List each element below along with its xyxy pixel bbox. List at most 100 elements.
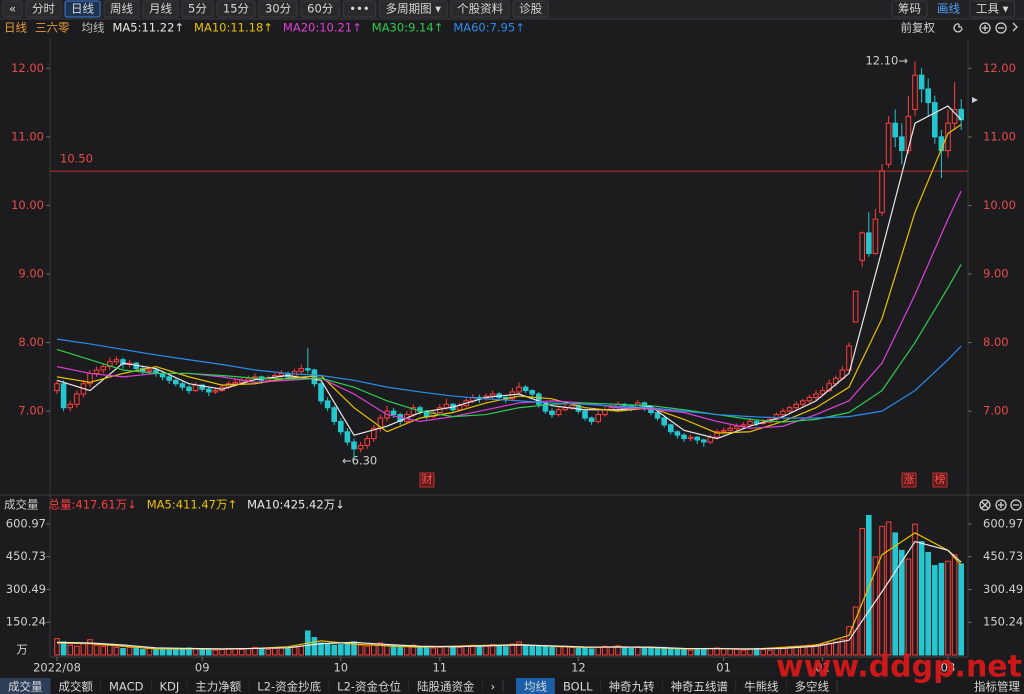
tab[interactable] (736, 678, 787, 694)
toolbar-button[interactable] (142, 0, 179, 18)
toolbar-label[interactable]: 分时 (32, 2, 55, 16)
toolbar-button[interactable] (103, 0, 140, 18)
toolbar-label[interactable]: 30分 (265, 2, 292, 16)
tab[interactable] (555, 678, 601, 694)
toolbar-button[interactable] (25, 0, 62, 18)
tab[interactable] (151, 678, 188, 694)
event-marker[interactable] (901, 472, 917, 488)
toolbar-label[interactable]: ••• (349, 2, 369, 16)
candle-body (681, 434, 687, 440)
volume-bar (54, 638, 60, 656)
tab-label[interactable]: BOLL (563, 680, 593, 694)
zoom-out-icon[interactable] (995, 22, 1007, 34)
tab-label[interactable]: 成交量 (8, 680, 43, 694)
close-icon[interactable] (979, 499, 991, 511)
candle-body (318, 383, 324, 402)
close-icon[interactable] (981, 501, 989, 509)
tab[interactable] (101, 678, 152, 694)
tab-label[interactable]: MACD (109, 680, 144, 694)
event-marker-label[interactable]: 榜 (935, 472, 946, 486)
tab-label[interactable]: › (491, 680, 496, 694)
tab[interactable] (329, 678, 410, 694)
event-marker[interactable] (419, 472, 435, 488)
volume-bar (74, 645, 80, 656)
tab-label[interactable]: 指标管理 (974, 680, 1020, 694)
tab-label[interactable]: 多空线 (795, 680, 830, 694)
candle-body (311, 369, 318, 385)
zoom-in-icon[interactable] (982, 25, 988, 31)
tab[interactable] (786, 678, 838, 694)
toolbar-label[interactable]: 个股资料 (457, 2, 503, 16)
toolbar-label[interactable]: 月线 (149, 2, 172, 16)
toolbar-button[interactable] (891, 0, 928, 18)
toolbar-label[interactable]: 周线 (110, 2, 133, 16)
toolbar-button[interactable] (300, 0, 340, 18)
toolbar-label[interactable]: 15分 (223, 2, 250, 16)
candle-body (753, 420, 760, 424)
tab[interactable] (187, 678, 250, 694)
more-icon[interactable] (1012, 22, 1018, 32)
tab-label[interactable]: 神奇五线谱 (671, 680, 729, 694)
toolbar-label[interactable]: 诊股 (519, 2, 542, 16)
tab-label[interactable]: 陆股通资金 (417, 680, 475, 694)
candle-body (806, 396, 813, 402)
toolbar-button[interactable] (512, 0, 549, 18)
panel-title: 成交量 (4, 498, 39, 512)
zoom-in-icon[interactable] (979, 22, 991, 34)
legend-entry: 总量:417.61万↓ (49, 498, 137, 512)
toolbar-button[interactable] (2, 0, 23, 18)
tab-label[interactable]: L2-资金抄底 (257, 680, 321, 694)
header-icons[interactable] (953, 22, 1018, 34)
tab[interactable] (662, 678, 737, 694)
tab[interactable] (516, 678, 555, 694)
tab-label[interactable]: 神奇九转 (609, 680, 655, 694)
toolbar-label[interactable]: 日线 (71, 2, 94, 16)
toolbar-label[interactable]: 筹码 (898, 2, 921, 16)
adjust-label[interactable]: 前复权 (901, 21, 936, 35)
event-marker[interactable] (932, 472, 948, 488)
toolbar-button[interactable] (379, 0, 448, 18)
toolbar-label[interactable]: 画线 (937, 2, 960, 16)
toolbar-button[interactable] (969, 0, 1015, 18)
toolbar-button[interactable] (216, 0, 256, 18)
tab[interactable] (0, 678, 51, 694)
y-tick-label: 9.00 (18, 267, 44, 281)
toolbar-label[interactable]: « (9, 2, 16, 16)
toolbar-label[interactable]: 工具 ▾ (976, 2, 1009, 16)
volume-icons[interactable] (979, 499, 1022, 511)
toolbar-button[interactable] (450, 0, 510, 18)
tab-label[interactable]: 均线 (524, 680, 547, 694)
tab-label[interactable]: 主力净额 (195, 680, 241, 694)
zoom-in-icon[interactable] (998, 502, 1004, 508)
toolbar-button[interactable] (181, 0, 214, 18)
toolbar-button[interactable] (64, 0, 101, 18)
candle-body (344, 431, 351, 443)
zoom-out-icon[interactable] (1010, 499, 1022, 511)
tab[interactable] (50, 678, 102, 694)
toolbar-label[interactable]: 5分 (188, 2, 207, 16)
tab-label[interactable]: L2-资金仓位 (337, 680, 401, 694)
toolbar-label[interactable]: 60分 (307, 2, 334, 16)
tab[interactable] (409, 678, 483, 694)
candle-body (727, 427, 734, 431)
candle-body (542, 403, 549, 412)
event-marker-label[interactable]: 财 (422, 472, 433, 486)
toolbar-label[interactable]: 多周期图 ▾ (386, 2, 442, 16)
tab[interactable] (249, 678, 330, 694)
volume-bar (899, 549, 905, 656)
toolbar-button[interactable] (258, 0, 298, 18)
tab[interactable] (482, 678, 504, 694)
tab-label[interactable]: 牛熊线 (744, 680, 779, 694)
event-marker-label[interactable]: 涨 (904, 473, 915, 486)
volume-bar (813, 644, 819, 656)
toolbar-button[interactable] (342, 0, 377, 18)
zoom-in-icon[interactable] (995, 499, 1007, 511)
candle-body (305, 368, 311, 371)
volume-bar (826, 642, 833, 656)
tab[interactable] (600, 678, 663, 694)
undo-icon[interactable] (953, 23, 963, 33)
tab-label[interactable]: 成交额 (59, 680, 94, 694)
volume-bar (905, 558, 912, 656)
volume-bar (219, 649, 225, 656)
tab-label[interactable]: KDJ (159, 680, 179, 694)
